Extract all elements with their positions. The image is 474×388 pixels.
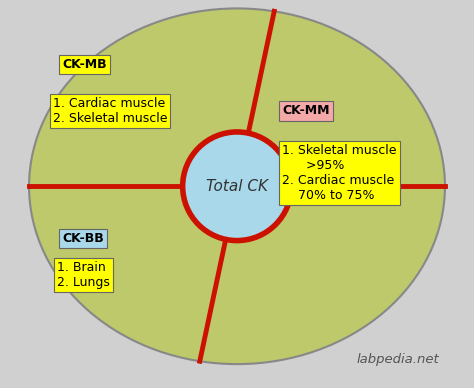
Ellipse shape xyxy=(182,132,292,241)
Ellipse shape xyxy=(29,9,445,364)
Text: CK-BB: CK-BB xyxy=(62,232,104,245)
Text: CK-MB: CK-MB xyxy=(62,58,107,71)
Text: 1. Skeletal muscle
      >95%
2. Cardiac muscle
    70% to 75%: 1. Skeletal muscle >95% 2. Cardiac muscl… xyxy=(282,144,396,202)
Text: labpedia.net: labpedia.net xyxy=(356,353,439,366)
Text: 1. Cardiac muscle
2. Skeletal muscle: 1. Cardiac muscle 2. Skeletal muscle xyxy=(53,97,167,125)
Text: Total CK: Total CK xyxy=(206,179,268,194)
Text: CK-MM: CK-MM xyxy=(282,104,329,118)
Text: 1. Brain
2. Lungs: 1. Brain 2. Lungs xyxy=(57,261,110,289)
